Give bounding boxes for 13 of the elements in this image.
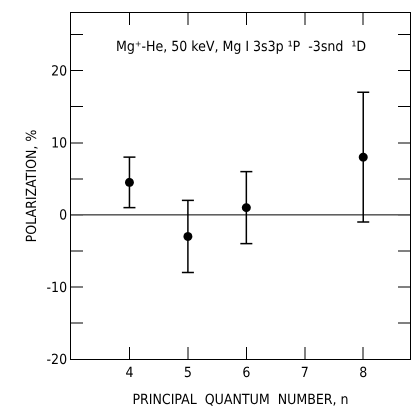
x-tick-label: 7	[300, 364, 309, 381]
x-tick-label: 6	[242, 364, 250, 381]
x-tick-label: 8	[359, 364, 368, 381]
x-tick-label: 5	[184, 364, 192, 381]
x-axis-title: PRINCIPAL QUANTUM NUMBER, n	[132, 392, 349, 408]
y-tick-label: -10	[46, 280, 68, 296]
y-tick-label: 20	[51, 64, 68, 80]
y-tick-label: 10	[51, 136, 68, 152]
y-tick-label: -20	[46, 352, 68, 368]
x-tick-label: 4	[125, 364, 134, 381]
annotation: Mg⁺-He, 50 keV, Mg I 3s3p ¹P -3snd ¹D	[116, 39, 366, 55]
y-tick-label: 0	[59, 208, 68, 224]
y-axis-title: POLARIZATION, %	[24, 130, 40, 242]
